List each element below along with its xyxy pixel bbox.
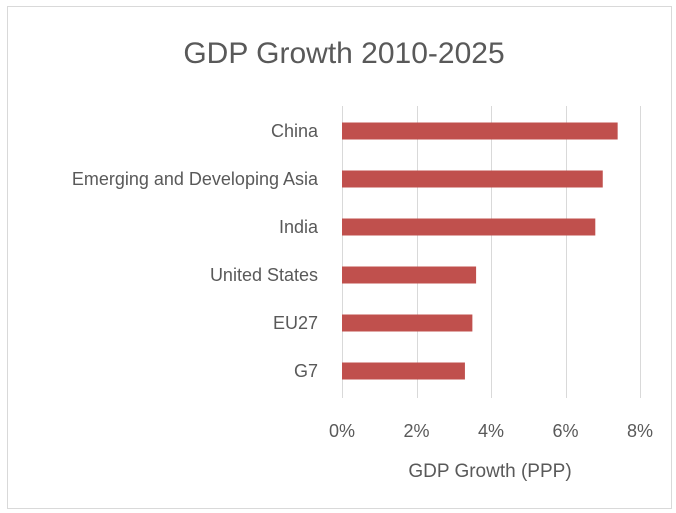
chart-frame: [7, 6, 672, 509]
category-label: Emerging and Developing Asia: [72, 169, 319, 189]
bar: [342, 266, 477, 284]
bar: [342, 218, 596, 236]
x-axis-title: GDP Growth (PPP): [408, 461, 571, 482]
category-label: United States: [210, 265, 318, 285]
x-tick-label: 0%: [329, 421, 355, 441]
x-tick-labels: 0% 2% 4% 6% 8%: [329, 421, 653, 441]
chart-title: GDP Growth 2010-2025: [183, 37, 504, 70]
category-label: G7: [294, 361, 318, 381]
bars: [342, 122, 618, 380]
bar: [342, 314, 473, 332]
x-tick-label: 4%: [478, 421, 504, 441]
category-label: EU27: [273, 313, 318, 333]
bar: [342, 122, 618, 140]
category-label: India: [279, 217, 319, 237]
gridlines: [342, 106, 641, 398]
category-labels: China Emerging and Developing Asia India Un…: [72, 121, 319, 381]
category-label: China: [271, 121, 319, 141]
bar: [342, 362, 465, 380]
bar: [342, 170, 603, 188]
x-tick-label: 8%: [627, 421, 653, 441]
x-tick-label: 6%: [552, 421, 578, 441]
x-tick-label: 2%: [403, 421, 429, 441]
